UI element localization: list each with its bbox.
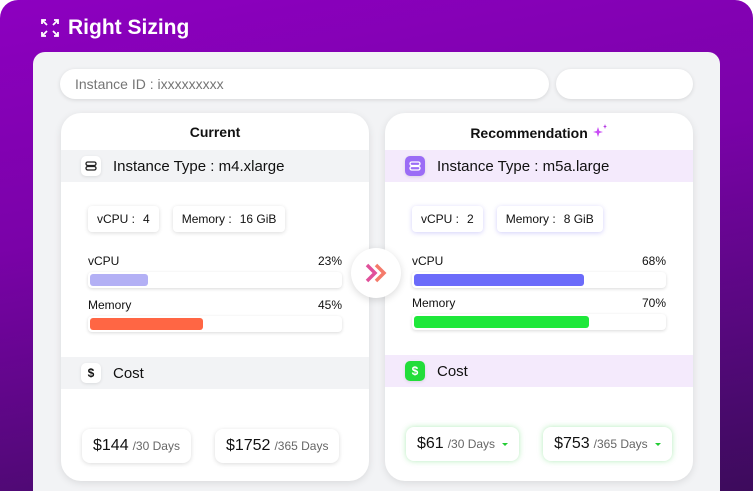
page-title: Right Sizing [68,16,190,39]
progress-bar [88,316,342,332]
vcpu-spec: vCPU : 4 [88,206,159,232]
instance-id-input[interactable] [60,69,549,99]
memory-label: Memory : [505,212,556,226]
progress-fill [414,274,584,286]
double-chevron-right-icon [365,263,387,283]
card-title-text: Recommendation [470,125,588,141]
instance-type: Instance Type : m4.xlarge [113,157,285,175]
metric-percent: 68% [641,254,666,268]
progress-fill [90,318,203,330]
recommendation-card: Recommendation Instance Type : m5a.large… [385,113,693,481]
progress-fill [414,316,589,328]
memory-value: 8 GiB [563,212,594,226]
server-icon [81,156,101,176]
cost-amount: $1752 [225,437,271,454]
cost-30-days: $61/30 Days [406,427,520,461]
secondary-field[interactable] [556,69,693,99]
cost-period: /30 Days [447,437,496,451]
memory-metric: Memory 45% [88,298,342,332]
card-title: Current [189,124,241,140]
expand-icon [41,19,59,37]
vcpu-metric: vCPU 23% [88,254,342,288]
instance-type-row: Instance Type : m4.xlarge [61,150,369,182]
dollar-icon: $ [405,361,425,381]
cost-row: $ Cost [385,355,693,387]
vcpu-metric: vCPU 68% [412,254,666,288]
cost-label: Cost [113,364,144,382]
metric-label: vCPU [412,254,444,268]
card-title: Recommendation [385,124,693,150]
cost-30-days: $144/30 Days [82,429,191,463]
main-panel: Current Instance Type : m4.xlarge vCPU :… [33,52,720,491]
memory-label: Memory : [181,212,232,226]
instance-type: Instance Type : m5a.large [437,157,610,175]
vcpu-label: vCPU : [97,212,136,226]
metric-label: Memory [88,298,132,312]
cost-amount: $144 [93,437,129,454]
vcpu-value: 4 [143,212,150,226]
progress-bar [88,272,342,288]
cost-period: /30 Days [132,439,180,453]
metric-percent: 70% [641,296,666,310]
cost-period: /365 Days [274,439,329,453]
cost-period: /365 Days [593,437,648,451]
cost-row: $ Cost [61,357,369,389]
vcpu-label: vCPU : [421,212,460,226]
progress-fill [90,274,148,286]
memory-spec: Memory : 16 GiB [172,206,286,232]
cost-label: Cost [437,362,468,380]
cost-365-days: $753/365 Days [543,427,672,461]
instance-type-row: Instance Type : m5a.large [385,150,693,182]
caret-down-icon [654,442,661,446]
vcpu-value: 2 [467,212,474,226]
header: Right Sizing [40,16,189,40]
metric-percent: 23% [317,254,342,268]
dollar-icon: $ [81,363,101,383]
metric-label: vCPU [88,254,120,268]
cost-365-days: $1752/365 Days [214,429,340,463]
current-card: Current Instance Type : m4.xlarge vCPU :… [61,113,369,481]
caret-down-icon [502,442,509,446]
progress-bar [412,314,666,330]
recommend-arrow-button[interactable] [351,248,401,298]
memory-metric: Memory 70% [412,296,666,330]
vcpu-spec: vCPU : 2 [412,206,483,232]
metric-label: Memory [412,296,456,310]
sparkle-icon [592,124,607,137]
metric-percent: 45% [317,298,342,312]
memory-value: 16 GiB [239,212,277,226]
cost-amount: $753 [554,435,590,452]
cost-amount: $61 [417,435,444,452]
server-icon [405,156,425,176]
progress-bar [412,272,666,288]
memory-spec: Memory : 8 GiB [496,206,603,232]
